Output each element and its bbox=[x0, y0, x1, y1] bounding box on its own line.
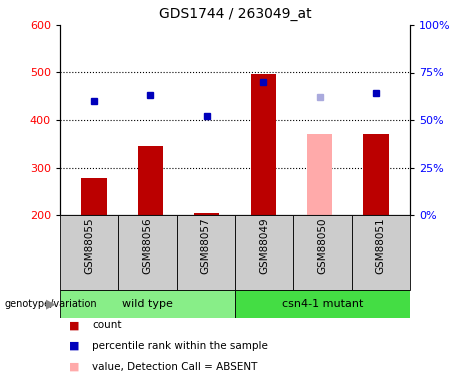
Text: count: count bbox=[92, 321, 122, 330]
Text: percentile rank within the sample: percentile rank within the sample bbox=[92, 341, 268, 351]
Text: GSM88055: GSM88055 bbox=[84, 217, 94, 274]
Bar bbox=[60, 290, 235, 318]
Bar bbox=[352, 215, 410, 290]
Text: GSM88056: GSM88056 bbox=[142, 217, 153, 274]
Bar bbox=[177, 215, 235, 290]
Text: ■: ■ bbox=[69, 321, 80, 330]
Text: value, Detection Call = ABSENT: value, Detection Call = ABSENT bbox=[92, 362, 258, 372]
Text: GSM88050: GSM88050 bbox=[318, 217, 327, 274]
Bar bbox=[81, 178, 106, 215]
Title: GDS1744 / 263049_at: GDS1744 / 263049_at bbox=[159, 7, 311, 21]
Bar bbox=[194, 213, 219, 215]
Text: ▶: ▶ bbox=[46, 297, 55, 310]
Text: ■: ■ bbox=[69, 362, 80, 372]
Bar bbox=[363, 134, 389, 215]
Bar bbox=[118, 215, 177, 290]
Text: wild type: wild type bbox=[122, 299, 173, 309]
Text: csn4-1 mutant: csn4-1 mutant bbox=[282, 299, 363, 309]
Text: GSM88057: GSM88057 bbox=[201, 217, 211, 274]
Bar bbox=[250, 74, 276, 215]
Bar bbox=[293, 215, 352, 290]
Text: GSM88049: GSM88049 bbox=[259, 217, 269, 274]
Text: genotype/variation: genotype/variation bbox=[5, 299, 97, 309]
Bar bbox=[138, 146, 163, 215]
Bar bbox=[235, 215, 293, 290]
Bar bbox=[307, 134, 332, 215]
Text: ■: ■ bbox=[69, 341, 80, 351]
Text: GSM88051: GSM88051 bbox=[376, 217, 386, 274]
Bar bbox=[235, 290, 410, 318]
Bar bbox=[60, 215, 118, 290]
